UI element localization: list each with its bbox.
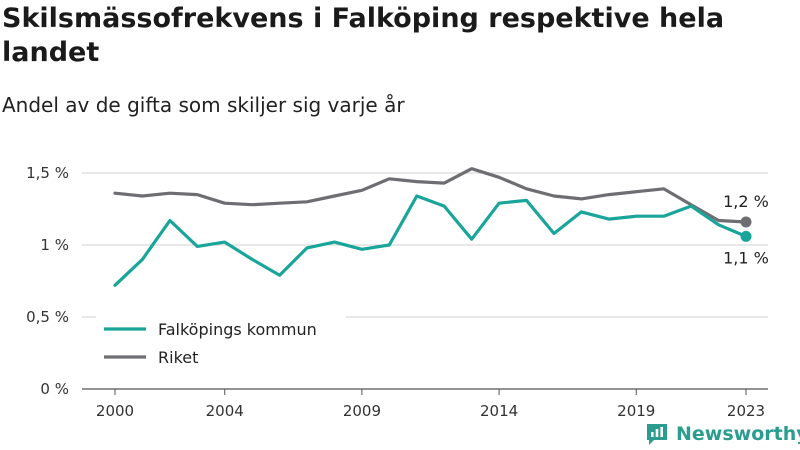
y-tick-label: 1 % — [40, 236, 69, 254]
x-tick-label: 2014 — [480, 402, 518, 420]
series-line — [113, 167, 748, 224]
x-tick-label: 2023 — [727, 402, 765, 420]
x-tick-label: 2009 — [343, 402, 381, 420]
y-tick-label: 1,5 % — [26, 164, 69, 182]
brand-name: Newsworthy — [676, 423, 800, 445]
x-tick-label: 2000 — [96, 402, 134, 420]
y-tick-label: 0,5 % — [26, 308, 69, 326]
y-axis-ticks: 0 % 0,5 % 1 % 1,5 % — [26, 164, 69, 398]
series-end-point — [740, 216, 752, 228]
legend-background — [96, 314, 346, 376]
x-tick-label: 2019 — [617, 402, 655, 420]
x-tick-label: 2004 — [206, 402, 244, 420]
chart-subtitle: Andel av de gifta som skiljer sig varje … — [2, 93, 405, 117]
legend-label: Riket — [158, 348, 198, 367]
series-end-point — [740, 230, 752, 242]
series-end-label: 1,1 % — [723, 248, 769, 267]
legend: Falköpings kommun Riket — [96, 314, 346, 376]
chart-title: Skilsmässofrekvens i Falköping respektiv… — [2, 3, 725, 68]
x-axis-ticks: 2000 2004 2009 2014 2019 2023 — [96, 389, 765, 420]
brand-logo: Newsworthy — [644, 420, 800, 448]
y-tick-label: 0 % — [40, 380, 69, 398]
series-line — [113, 194, 748, 287]
legend-label: Falköpings kommun — [158, 320, 317, 339]
series-end-label: 1,2 % — [723, 192, 769, 211]
series-lines: 1,1 % 1,2 % — [113, 167, 769, 287]
newsworthy-logo-icon — [647, 424, 667, 445]
